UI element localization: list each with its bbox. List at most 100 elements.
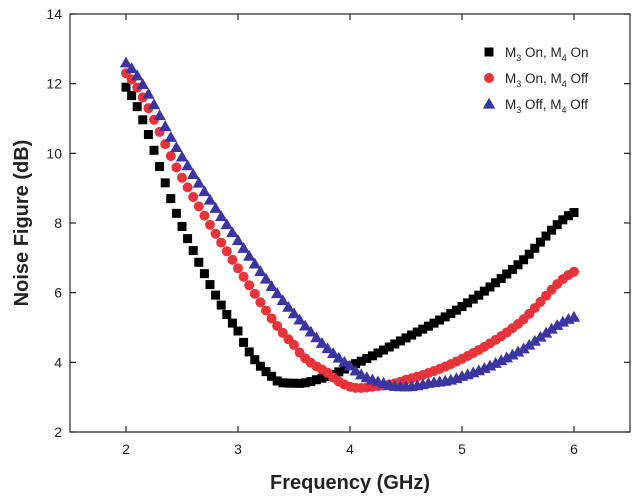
- data-point: [149, 145, 159, 155]
- legend-label: M3 Off, M4 Off: [505, 97, 588, 115]
- data-point: [227, 318, 237, 328]
- data-point: [244, 280, 255, 291]
- legend-text-part: M: [505, 97, 516, 112]
- data-point: [552, 220, 562, 230]
- data-point: [362, 354, 372, 364]
- data-point: [216, 237, 227, 248]
- legend-text-part: Off, M: [521, 97, 561, 112]
- y-tick-label: 14: [46, 6, 62, 22]
- data-point: [315, 336, 329, 348]
- data-point: [136, 78, 149, 90]
- legend-marker: [482, 97, 496, 109]
- data-point: [171, 208, 181, 218]
- data-point: [266, 313, 277, 324]
- series-square: [121, 82, 579, 388]
- data-point: [221, 246, 232, 257]
- data-point: [451, 305, 461, 315]
- data-point: [254, 265, 267, 277]
- data-point: [541, 231, 551, 241]
- y-tick-label: 8: [54, 215, 62, 231]
- data-point: [165, 151, 176, 162]
- data-point: [278, 378, 288, 388]
- legend-text-part: M: [505, 71, 516, 86]
- data-point: [289, 339, 299, 350]
- data-point: [215, 210, 228, 222]
- data-point: [300, 378, 310, 388]
- legend-subscript: 3: [516, 79, 521, 89]
- x-tick-label: 5: [458, 441, 466, 457]
- data-point: [125, 62, 138, 74]
- data-point: [138, 115, 148, 125]
- data-point: [160, 178, 170, 188]
- data-point: [203, 193, 217, 205]
- data-point: [188, 246, 198, 256]
- legend-subscript: 3: [516, 105, 521, 115]
- data-point: [373, 348, 383, 358]
- data-point: [384, 342, 394, 352]
- data-point: [198, 185, 211, 197]
- data-point: [334, 367, 344, 377]
- data-point: [233, 326, 243, 336]
- data-point: [535, 237, 545, 247]
- legend-marker: [484, 47, 494, 57]
- data-point: [310, 331, 323, 343]
- data-point: [272, 320, 283, 331]
- data-point: [321, 342, 334, 354]
- x-tick-label: 6: [570, 441, 578, 457]
- data-point: [175, 150, 189, 162]
- data-point: [317, 373, 327, 383]
- data-point: [233, 263, 243, 274]
- data-point: [119, 56, 133, 68]
- data-point: [170, 141, 183, 153]
- data-point: [243, 249, 256, 261]
- data-point: [534, 330, 547, 342]
- legend-subscript: 4: [562, 105, 567, 115]
- legend-text-part: On, M: [521, 45, 562, 60]
- data-point: [255, 297, 266, 308]
- data-point: [491, 278, 501, 288]
- data-point: [249, 288, 260, 299]
- axis-ticks: 2 3 4 5 6 2 4 6 8 10 12 14: [46, 6, 630, 457]
- data-point: [199, 210, 210, 221]
- data-point: [127, 91, 137, 101]
- data-point: [131, 69, 144, 81]
- data-point: [222, 309, 232, 319]
- data-point: [500, 351, 513, 363]
- data-point: [379, 345, 389, 355]
- data-point: [545, 322, 558, 334]
- data-point: [299, 319, 312, 331]
- data-point: [171, 162, 182, 173]
- data-point: [239, 337, 249, 347]
- data-point: [412, 327, 422, 337]
- data-point: [440, 312, 450, 322]
- data-point: [194, 257, 204, 267]
- y-axis-title: Noise Figure (dB): [11, 140, 33, 307]
- data-point: [506, 348, 519, 360]
- data-point: [216, 300, 226, 310]
- data-point: [311, 375, 321, 385]
- legend-text-part: On, M: [521, 71, 562, 86]
- data-point: [155, 162, 165, 172]
- data-point: [226, 226, 239, 238]
- series-layer: [119, 56, 581, 394]
- y-tick-label: 12: [46, 76, 62, 92]
- data-point: [401, 333, 411, 343]
- data-point: [479, 286, 489, 296]
- data-point: [142, 87, 155, 99]
- legend-subscript: 4: [562, 79, 567, 89]
- data-point: [289, 378, 299, 388]
- legend-text-part: Off: [567, 97, 589, 112]
- data-point: [528, 334, 541, 346]
- data-point: [343, 359, 357, 371]
- data-point: [306, 377, 316, 387]
- data-point: [507, 264, 517, 274]
- data-point: [519, 255, 529, 265]
- data-point: [390, 339, 400, 349]
- data-point: [551, 319, 564, 330]
- x-tick-label: 2: [122, 441, 130, 457]
- data-point: [271, 287, 284, 299]
- legend-subscript: 3: [516, 53, 521, 63]
- data-point: [496, 273, 506, 283]
- data-point: [474, 290, 484, 300]
- data-point: [248, 257, 261, 269]
